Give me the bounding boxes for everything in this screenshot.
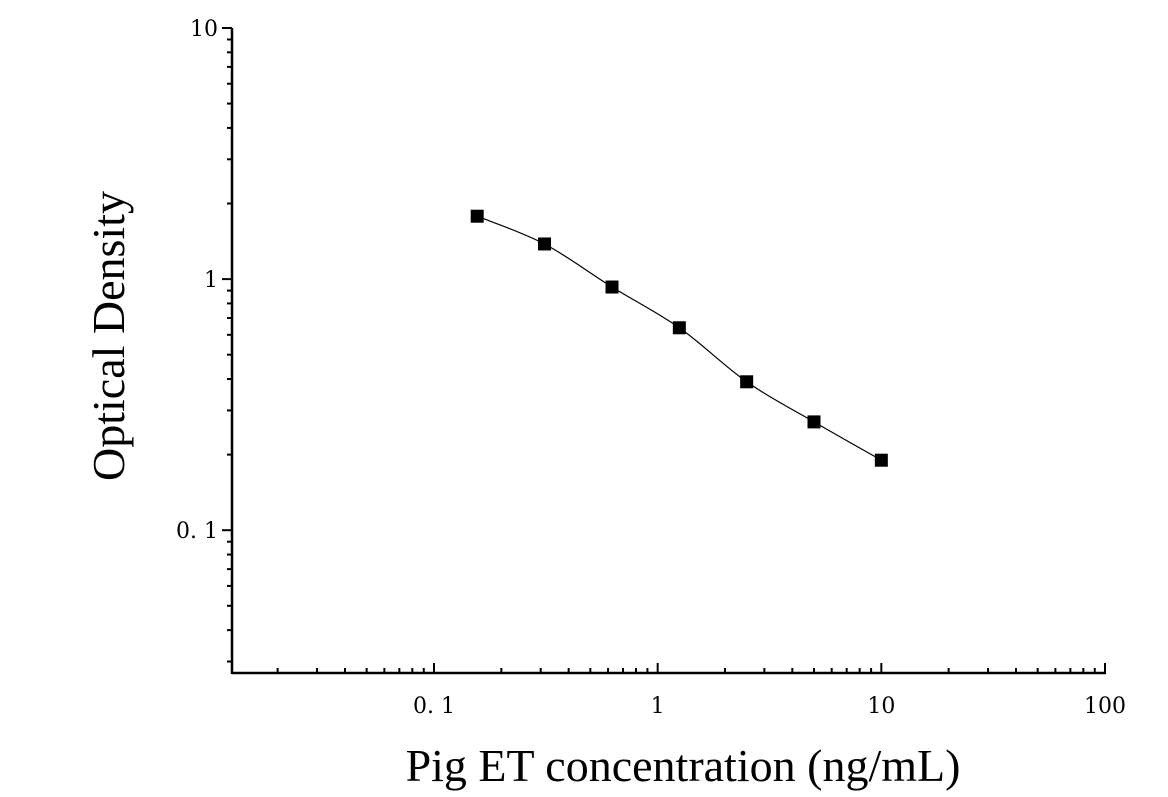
- x-axis: 0. 1 1 10 100: [232, 663, 1126, 719]
- x-tick-label: 1: [651, 694, 665, 719]
- x-tick-label: 10: [867, 694, 895, 719]
- fit-curve: [476, 215, 882, 461]
- y-axis: 0. 1 1 10: [176, 17, 234, 674]
- data-point: [740, 375, 754, 389]
- y-axis-title: Optical Density: [83, 191, 134, 481]
- data-point: [874, 453, 888, 467]
- data-point: [672, 321, 686, 335]
- data-point: [807, 415, 821, 429]
- data-point: [538, 237, 552, 251]
- x-axis-title: Pig ET concentration (ng/mL): [406, 740, 961, 791]
- data-point: [605, 280, 619, 294]
- x-tick-label: 0. 1: [413, 694, 455, 719]
- y-tick-label: 1: [204, 268, 218, 293]
- y-tick-label: 0. 1: [176, 519, 218, 544]
- plot-area: [470, 209, 888, 467]
- x-tick-label: 100: [1084, 694, 1126, 719]
- y-tick-label: 10: [190, 17, 218, 42]
- data-point: [470, 209, 484, 223]
